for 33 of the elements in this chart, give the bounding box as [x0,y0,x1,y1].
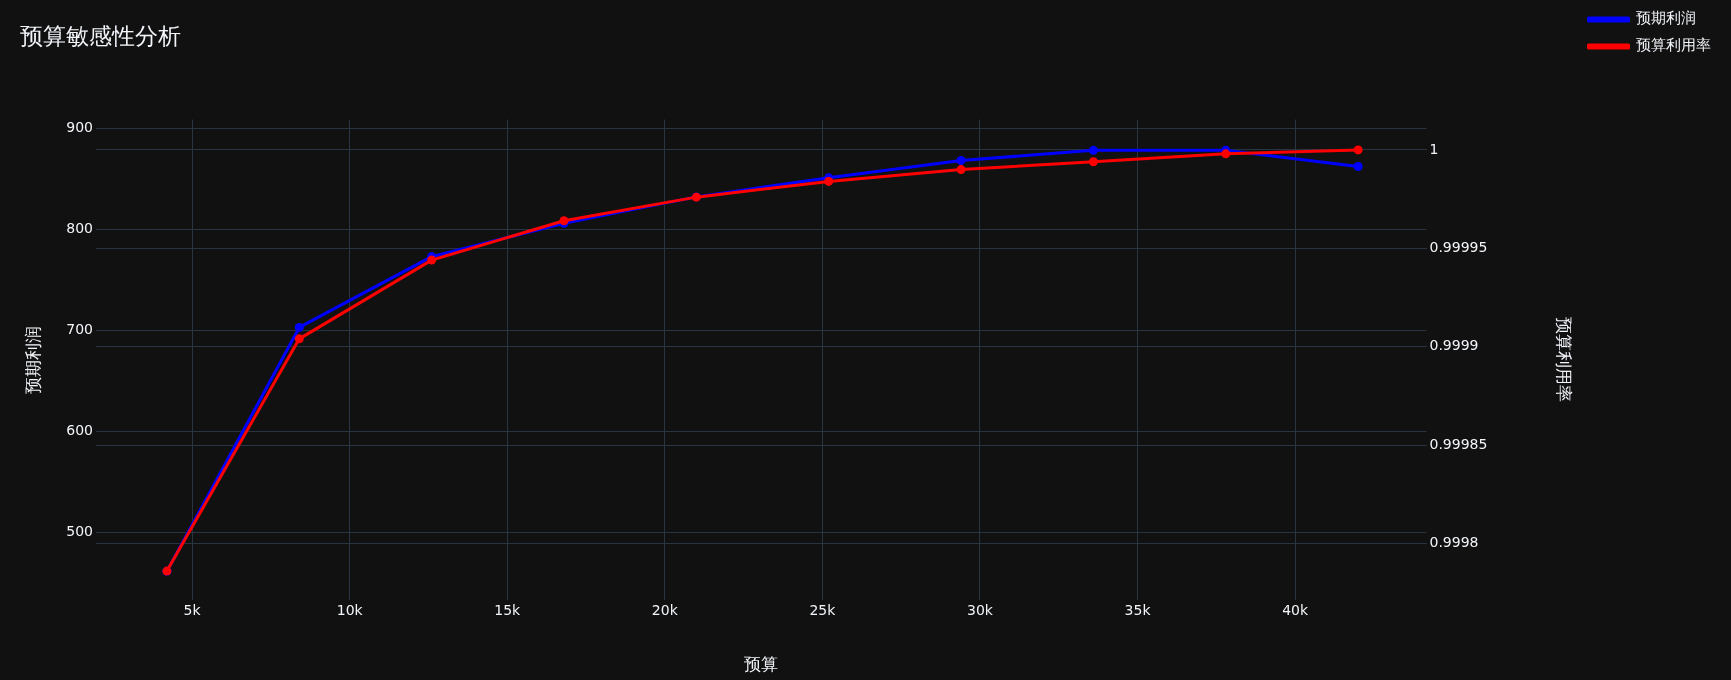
point [1353,145,1363,155]
y-tick-label: 500 [66,523,93,540]
point [294,334,304,344]
y2-tick-label: 0.99985 [1429,435,1488,452]
y2-axis-title: 预算利用率 [1553,317,1574,403]
y-tick-label: 900 [66,118,93,135]
legend-label: 预期利润 [1636,9,1696,28]
chart-title: 预算敏感性分析 [20,22,181,49]
x-tick-label: 35k [1124,602,1152,619]
x-tick-label: 5k [183,602,202,619]
y-tick-label: 800 [66,219,93,236]
point [956,165,966,175]
x-tick-label: 30k [966,602,994,619]
y2-tick-label: 0.99995 [1429,238,1488,255]
point [1088,145,1098,155]
x-tick-label: 40k [1282,602,1309,619]
y-tick-label: 600 [66,422,93,439]
y2-tick-label: 1 [1429,140,1439,157]
y2-tick-label: 0.9999 [1429,337,1479,354]
point [956,155,966,165]
x-tick-label: 20k [651,602,679,619]
y2-tick-label: 0.9998 [1429,534,1479,551]
x-axis-title: 预算 [744,654,779,675]
point [1353,162,1363,172]
legend-label: 预算利用率 [1636,36,1711,55]
x-tick-label: 10k [336,602,364,619]
point [294,322,304,332]
y-tick-label: 700 [66,321,93,338]
point [1221,149,1231,159]
x-tick-label: 15k [494,602,522,619]
point [1088,157,1098,167]
x-tick-label: 25k [809,602,837,619]
y-axis-title: 预期利润 [22,325,43,394]
